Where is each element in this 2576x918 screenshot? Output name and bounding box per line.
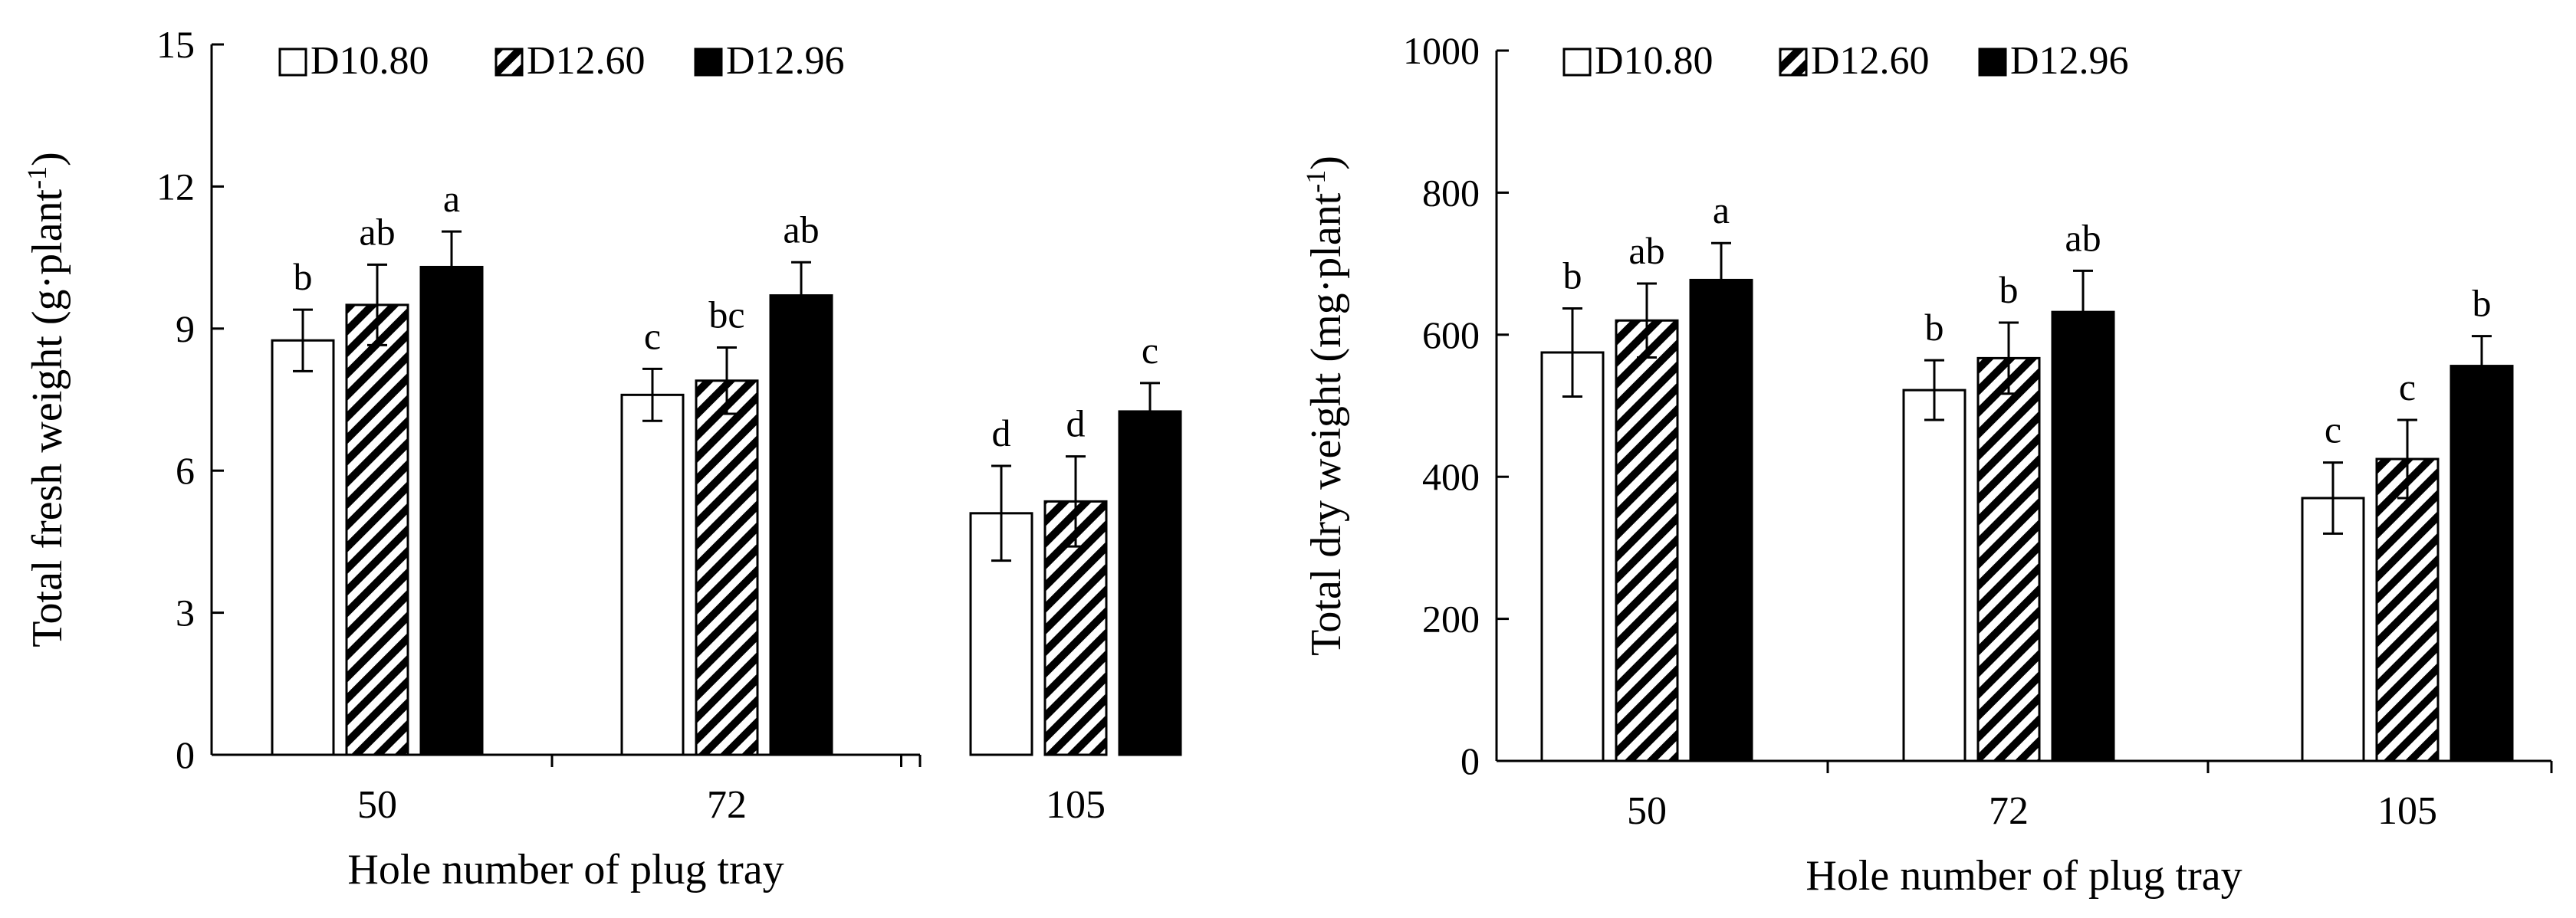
panel2-significance-letter: b — [1563, 254, 1582, 297]
panel2-legend-swatch-D12.96 — [1978, 48, 2007, 77]
panel2-legend-label: D12.96 — [2010, 39, 2129, 83]
panel1-legend-swatch-D12.60 — [495, 48, 524, 77]
panel2-y-tick-label: 400 — [1422, 455, 1480, 498]
panel2-significance-letter: c — [2399, 366, 2416, 408]
panel2-significance-letter: c — [2325, 408, 2341, 451]
panel1-y-tick-label: 6 — [176, 449, 195, 492]
panel2-bar-D12.60-50 — [1615, 319, 1679, 762]
panel1-legend-swatch-D12.96 — [694, 48, 723, 77]
panel2-significance-letter: b — [1925, 306, 1944, 349]
panel2-significance-letter: ab — [1628, 229, 1664, 272]
panel1-bar-D12.96-72 — [769, 294, 833, 756]
panel1-significance-letter: d — [992, 411, 1011, 454]
panel1-x-tick-label: 72 — [707, 783, 747, 827]
panel2-y-tick-label: 1000 — [1403, 29, 1480, 72]
panel1-y-tick-label: 3 — [176, 592, 195, 634]
panel1-legend-label: D10.80 — [310, 39, 429, 83]
panel1-bar-D12.60-72 — [695, 379, 759, 756]
panel1-y-tick-label: 0 — [176, 733, 195, 776]
panel2-x-tick-label: 105 — [2377, 789, 2437, 833]
panel2-bar-D12.96-50 — [1689, 278, 1753, 762]
panel2-significance-letter: b — [2472, 282, 2492, 325]
panel2-x-axis-label: Hole number of plug tray — [1806, 852, 2242, 900]
panel1-significance-letter: c — [644, 314, 661, 357]
panel1-significance-letter: c — [1142, 329, 1158, 372]
panel1-significance-letter: b — [294, 255, 313, 298]
panel2-legend-swatch-D12.60 — [1779, 48, 1808, 77]
panel2-legend-label: D12.60 — [1811, 39, 1930, 83]
panel2-bar-D10.80-72 — [1902, 389, 1967, 762]
panel2-bar-D10.80-50 — [1540, 351, 1605, 762]
panel1-bar-D10.80-50 — [271, 339, 335, 756]
panel1-x-axis-label: Hole number of plug tray — [347, 846, 784, 893]
panel2-y-axis-label: Total dry weight (mg·plant-1) — [1300, 156, 1350, 656]
panel1-significance-letter: d — [1066, 402, 1086, 445]
panel1-significance-letter: a — [443, 177, 460, 220]
panel1-bar-D12.96-50 — [419, 265, 484, 756]
panel1-y-tick-label: 15 — [156, 23, 195, 66]
panel1-x-tick-label: 50 — [357, 783, 397, 827]
panel2-bar-D10.80-105 — [2301, 497, 2365, 762]
panel1-bar-D12.60-50 — [345, 303, 409, 756]
panel1-bar-D12.96-105 — [1118, 410, 1182, 756]
panel1-bar-D10.80-72 — [620, 393, 685, 756]
panel1-y-tick-label: 9 — [176, 307, 195, 350]
panel2-y-tick-label: 800 — [1422, 171, 1480, 214]
panel2-y-tick-label: 0 — [1460, 739, 1480, 782]
panel2-bar-D12.60-72 — [1976, 356, 2041, 762]
panel1-legend-label: D12.60 — [527, 39, 646, 83]
panel1-y-axis-label: Total fresh weight (g·plant-1) — [21, 152, 71, 648]
panel1-significance-letter: ab — [783, 208, 819, 251]
panel2-significance-letter: a — [1713, 189, 1730, 231]
panel1-legend-swatch-D10.80 — [278, 48, 307, 77]
panel2-bar-D12.96-72 — [2051, 310, 2115, 762]
panel2-legend-swatch-D10.80 — [1562, 48, 1592, 77]
panel2-legend-label: D10.80 — [1595, 39, 1714, 83]
panel1-significance-letter: bc — [708, 293, 744, 336]
panel1-significance-letter: ab — [359, 210, 395, 253]
panel2-bar-D12.96-105 — [2450, 365, 2514, 762]
panel2-y-tick-label: 600 — [1422, 313, 1480, 356]
panel2-significance-letter: b — [1999, 268, 2019, 311]
panel1-y-tick-label: 12 — [156, 165, 195, 208]
panel2-x-tick-label: 50 — [1627, 789, 1667, 833]
panel2-x-tick-label: 72 — [1989, 789, 2029, 833]
panel2-bar-D12.60-105 — [2375, 457, 2440, 762]
panel1-legend-label: D12.96 — [726, 39, 845, 83]
panel2-y-tick-label: 200 — [1422, 598, 1480, 641]
panel2-significance-letter: ab — [2065, 216, 2101, 259]
panel1-x-tick-label: 105 — [1046, 783, 1106, 827]
